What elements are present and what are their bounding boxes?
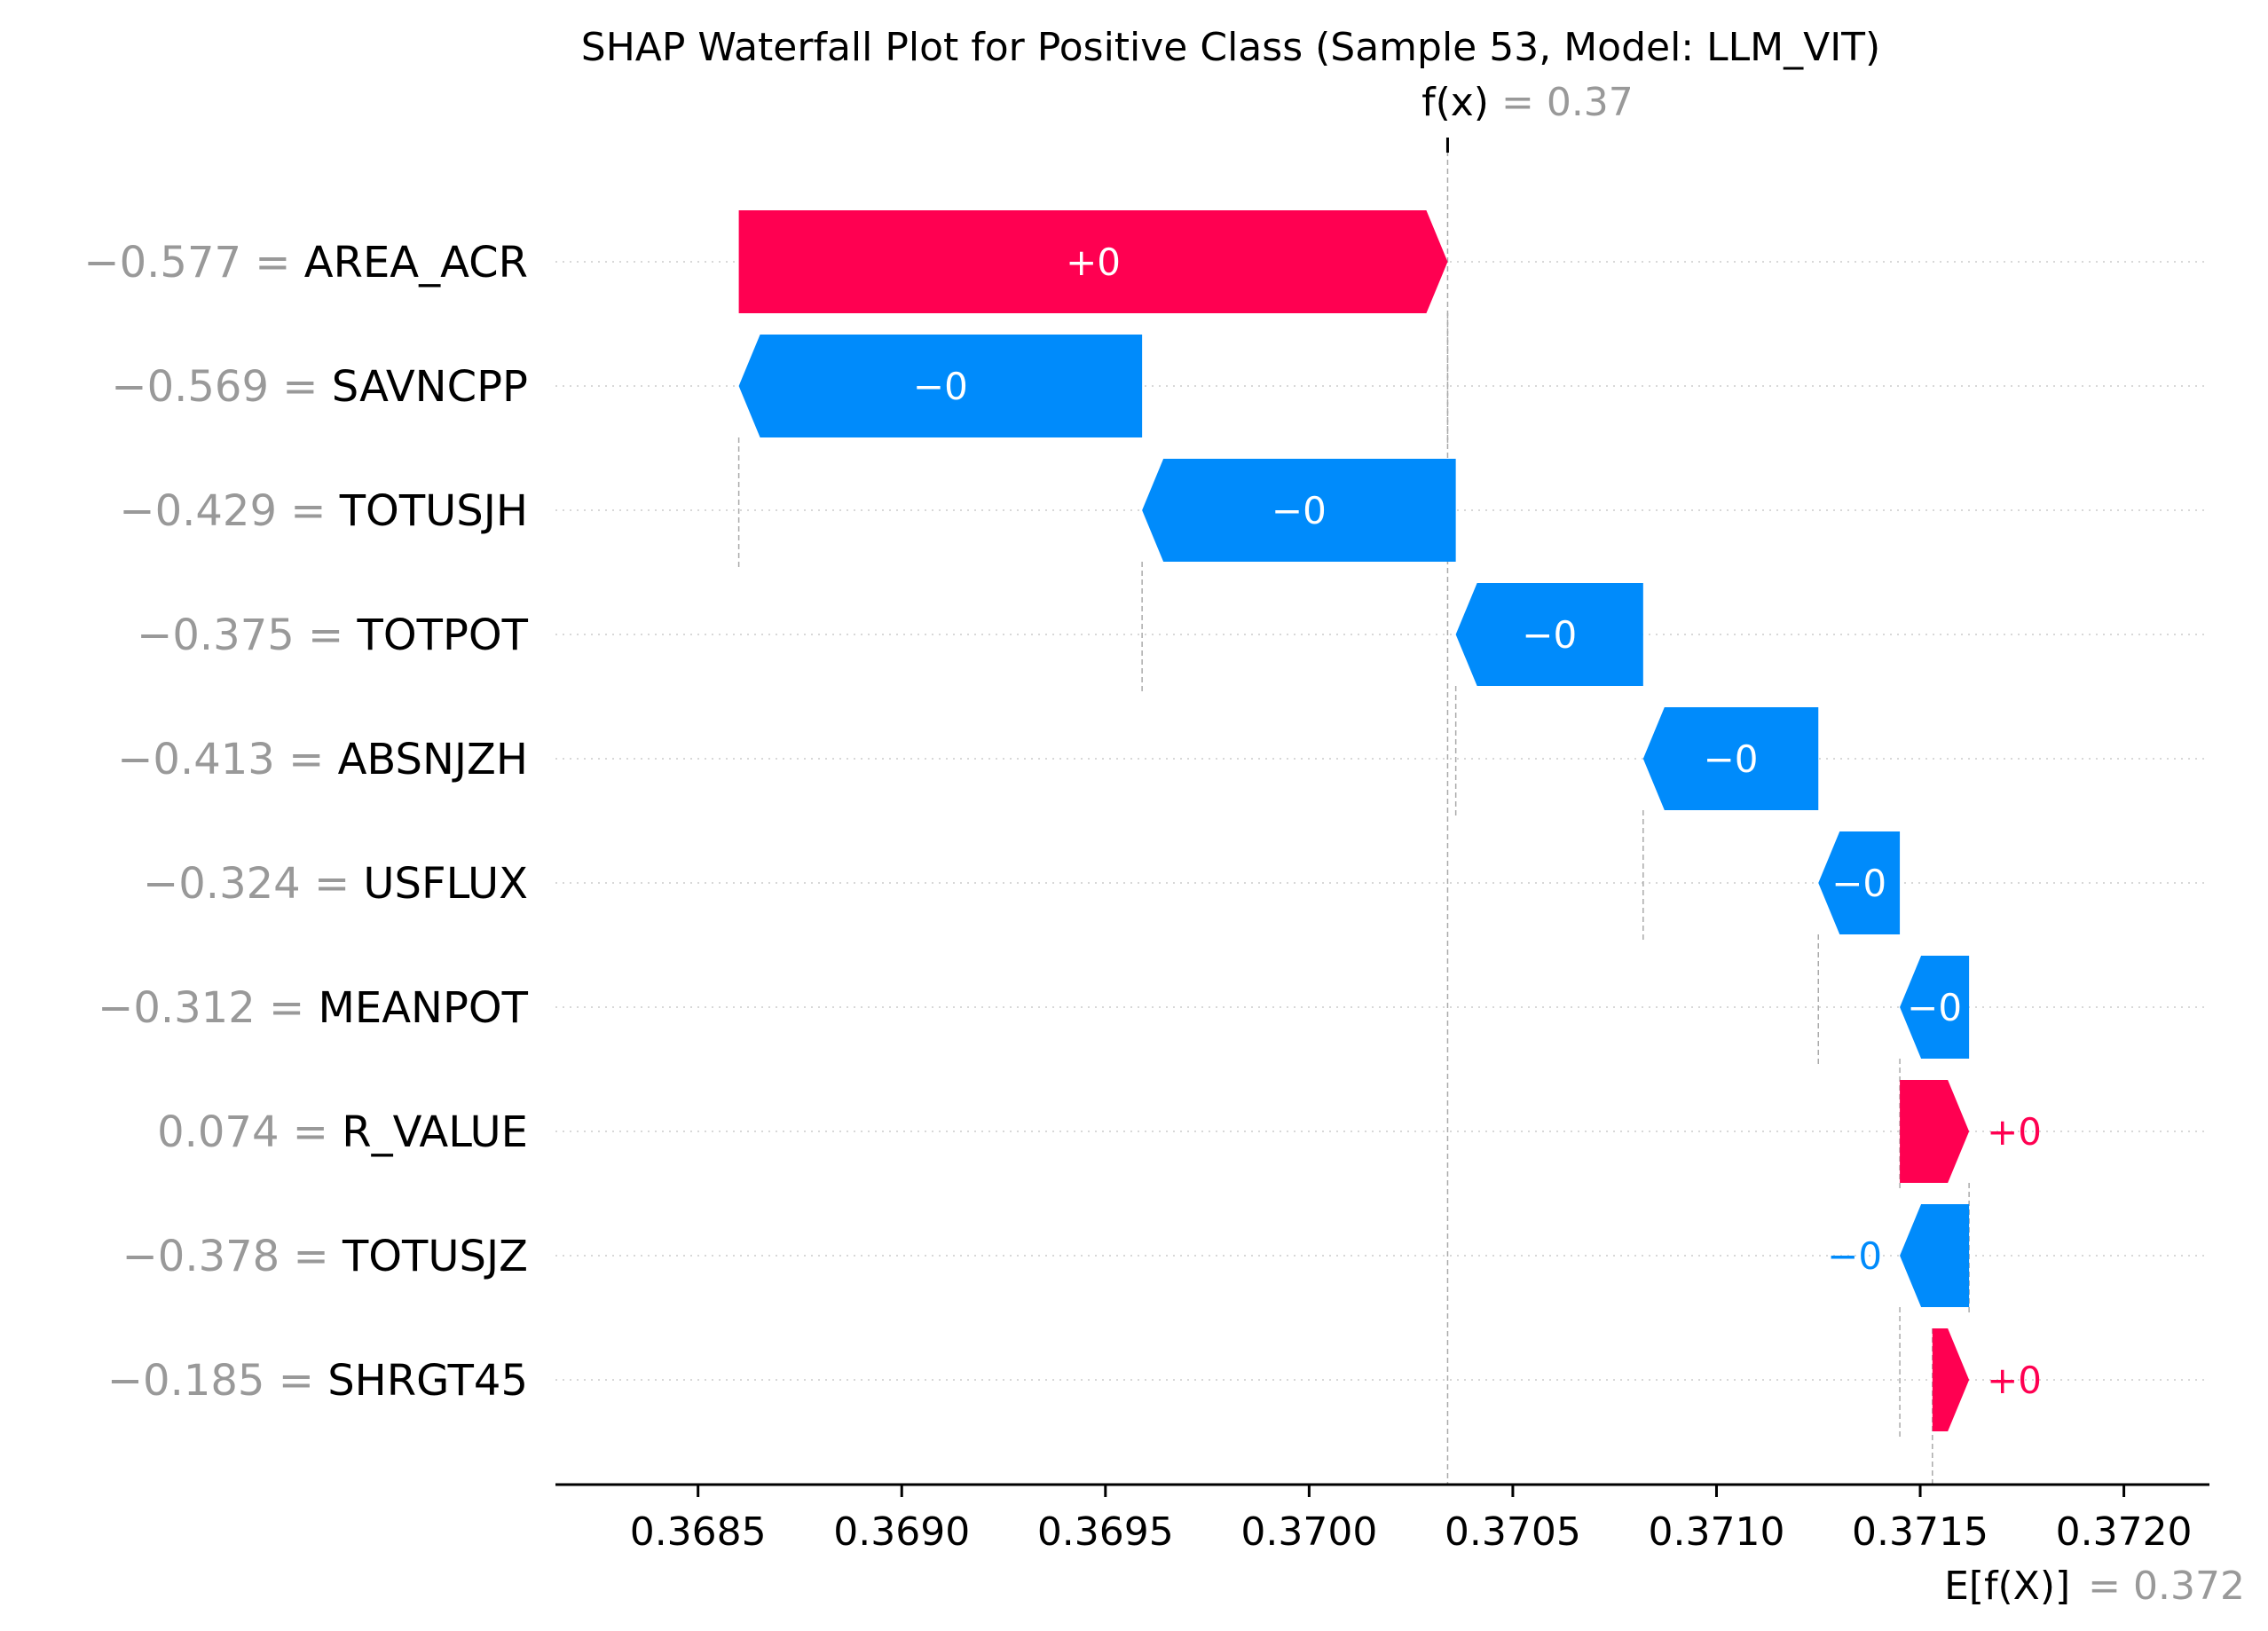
negative-bar — [1900, 956, 1970, 1059]
feature-value: 0.074 = — [157, 1107, 342, 1157]
feature-name: TOTUSJZ — [342, 1232, 528, 1281]
efx-value: = 0.372 — [2088, 1564, 2245, 1609]
feature-name: R_VALUE — [342, 1107, 528, 1157]
x-tick-label: 0.3685 — [630, 1509, 767, 1555]
feature-name: MEANPOT — [318, 983, 528, 1033]
feature-value: −0.312 = — [98, 983, 318, 1033]
feature-value: −0.375 = — [137, 611, 357, 660]
x-tick-label: 0.3720 — [2056, 1509, 2193, 1555]
feature-name: TOTUSJH — [339, 486, 528, 536]
feature-name: ABSNJZH — [338, 735, 528, 784]
feature-value: −0.413 = — [117, 735, 337, 784]
feature-name: TOTPOT — [357, 611, 529, 660]
bar-value-label: −0 — [913, 365, 968, 408]
fx-annotation: f(x) = 0.37 — [1421, 80, 1634, 125]
positive-bar — [738, 210, 1448, 313]
negative-bar — [1142, 459, 1456, 562]
x-tick-label: 0.3690 — [833, 1509, 970, 1555]
feature-value: −0.185 = — [107, 1356, 327, 1406]
feature-labels: +0 −0.577 = AREA_ACR −0 −0.569 = SAVNCPP −0 −… — [83, 238, 2042, 1406]
x-tick-label: 0.3695 — [1037, 1509, 1174, 1555]
feature-label: −0.378 = TOTUSJZ — [122, 1232, 528, 1281]
bar-value-label: −0 — [1907, 986, 1962, 1029]
negative-bar — [1900, 1204, 1970, 1307]
bar-value-label: +0 — [1987, 1359, 2042, 1402]
feature-label: −0.312 = MEANPOT — [98, 983, 529, 1033]
x-tick-label: 0.3715 — [1852, 1509, 1988, 1555]
feature-label: 0.074 = R_VALUE — [157, 1107, 528, 1157]
feature-label: −0.569 = SAVNCPP — [111, 362, 528, 412]
bar-value-label: −0 — [1827, 1234, 1882, 1278]
feature-name: SHRGT45 — [327, 1356, 528, 1406]
feature-label: −0.185 = SHRGT45 — [107, 1356, 528, 1406]
feature-name: SAVNCPP — [332, 362, 528, 412]
positive-bar — [1932, 1328, 1970, 1431]
x-tick-label: 0.3710 — [1648, 1509, 1784, 1555]
negative-bar — [738, 335, 1143, 437]
bar-value-label: −0 — [1831, 862, 1886, 905]
feature-label: −0.577 = AREA_ACR — [83, 238, 528, 288]
chart-title: SHAP Waterfall Plot for Positive Class (… — [581, 25, 1880, 70]
bar-value-label: −0 — [1522, 613, 1577, 657]
feature-value: −0.429 = — [119, 486, 339, 536]
feature-label: −0.375 = TOTPOT — [137, 611, 529, 660]
feature-name: AREA_ACR — [304, 238, 528, 288]
feature-value: −0.324 = — [143, 859, 363, 909]
feature-value: −0.569 = — [111, 362, 331, 412]
bar-value-label: +0 — [1987, 1110, 2042, 1154]
feature-label: −0.324 = USFLUX — [143, 859, 528, 909]
bar-value-label: +0 — [1066, 240, 1121, 284]
feature-value: −0.577 = — [83, 238, 303, 288]
x-axis-ticks: 0.3685 0.3690 0.3695 0.3700 0.3705 0.3710 0.37… — [630, 1485, 2193, 1555]
x-tick-label: 0.3700 — [1240, 1509, 1377, 1555]
efx-annotation: E[f(X)] = 0.372 — [1944, 1564, 2245, 1609]
contribution-bars — [738, 210, 1970, 1431]
bar-value-label: −0 — [1704, 737, 1759, 781]
feature-name: USFLUX — [363, 859, 528, 909]
positive-bar — [1900, 1080, 1970, 1183]
bar-value-label: −0 — [1272, 489, 1327, 532]
fx-symbol: f(x) — [1421, 80, 1489, 125]
feature-value: −0.378 = — [122, 1232, 343, 1281]
feature-label: −0.413 = ABSNJZH — [117, 735, 528, 784]
negative-bar — [1818, 831, 1901, 934]
negative-bar — [1642, 707, 1819, 810]
efx-symbol: E[f(X)] — [1944, 1564, 2070, 1609]
negative-bar — [1455, 583, 1643, 686]
feature-label: −0.429 = TOTUSJH — [119, 486, 528, 536]
fx-value: = 0.37 — [1501, 80, 1634, 125]
x-tick-label: 0.3705 — [1445, 1509, 1581, 1555]
